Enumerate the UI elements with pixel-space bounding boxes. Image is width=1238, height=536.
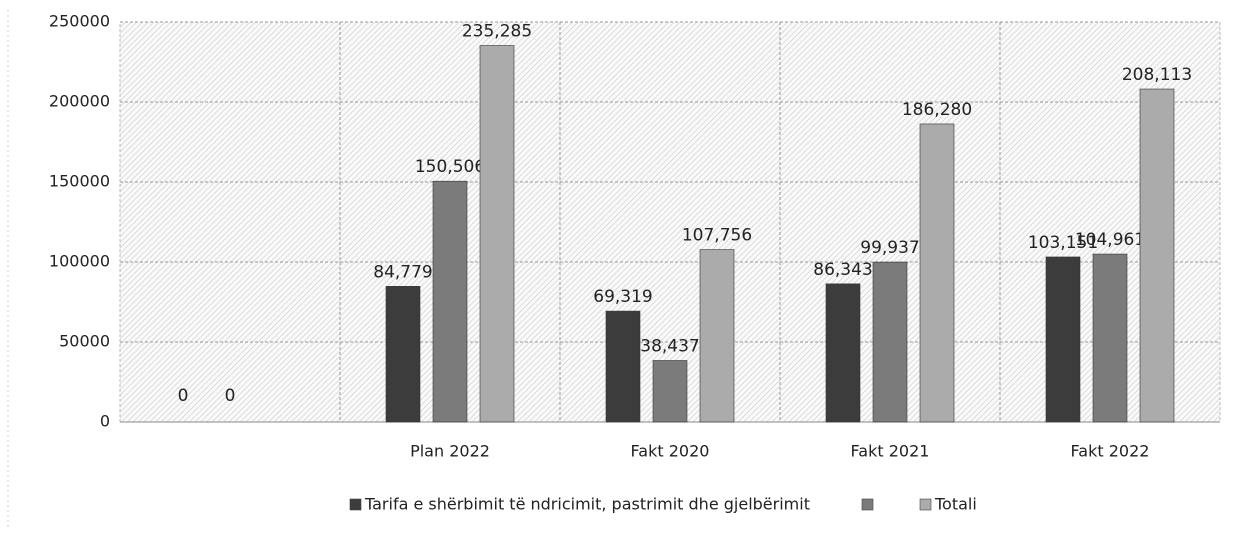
legend-swatch: [349, 498, 362, 511]
bar: [1139, 88, 1175, 423]
bar: [432, 180, 468, 423]
y-tick-label: 100000: [49, 252, 110, 271]
y-tick-label: 200000: [49, 92, 110, 111]
data-label: 104,961: [1075, 230, 1145, 250]
data-label: 69,319: [593, 287, 652, 307]
data-label: 0: [178, 386, 189, 406]
data-label: 86,343: [813, 260, 872, 280]
data-label: 0: [225, 386, 236, 406]
x-tick-label: Fakt 2021: [851, 442, 930, 461]
legend-swatch: [861, 498, 874, 511]
data-label: 84,779: [373, 262, 432, 282]
data-label: 103,151: [1028, 233, 1098, 253]
legend-swatch: [919, 498, 932, 511]
x-tick-label: Fakt 2022: [1071, 442, 1150, 461]
bar: [479, 45, 515, 423]
y-tick-label: 250000: [49, 12, 110, 31]
x-tick-label: Fakt 2020: [631, 442, 710, 461]
bar: [652, 360, 688, 423]
legend-label: Totali: [934, 495, 977, 514]
y-tick-label: 150000: [49, 172, 110, 191]
plot-area: [119, 21, 1221, 423]
data-label: 107,756: [682, 226, 752, 246]
data-label: 186,280: [902, 100, 972, 120]
bar: [1092, 253, 1128, 423]
y-tick-label: 50000: [59, 332, 110, 351]
data-label: 38,437: [640, 337, 699, 357]
bar: [825, 283, 861, 423]
data-label: 150,506: [415, 157, 485, 177]
bar: [605, 310, 641, 423]
legend-label: Tarifa e shërbimit të ndricimit, pastrim…: [364, 495, 810, 514]
bar: [872, 261, 908, 423]
bar: [1045, 256, 1081, 423]
bar: [919, 123, 955, 423]
y-tick-label: 0: [100, 412, 110, 431]
data-label: 99,937: [860, 238, 919, 258]
data-label: 235,285: [462, 22, 532, 42]
data-label: 208,113: [1122, 65, 1192, 85]
bar: [385, 286, 421, 423]
bar: [699, 249, 735, 423]
x-tick-label: Plan 2022: [410, 442, 490, 461]
